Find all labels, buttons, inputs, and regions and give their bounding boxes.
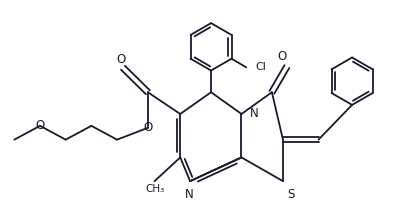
Text: O: O [278,50,287,63]
Text: CH₃: CH₃ [145,184,164,194]
Text: O: O [35,119,45,132]
Text: O: O [116,53,126,66]
Text: Cl: Cl [255,62,266,72]
Text: N: N [185,188,194,201]
Text: O: O [143,121,152,134]
Text: S: S [288,188,295,201]
Text: N: N [249,107,258,120]
